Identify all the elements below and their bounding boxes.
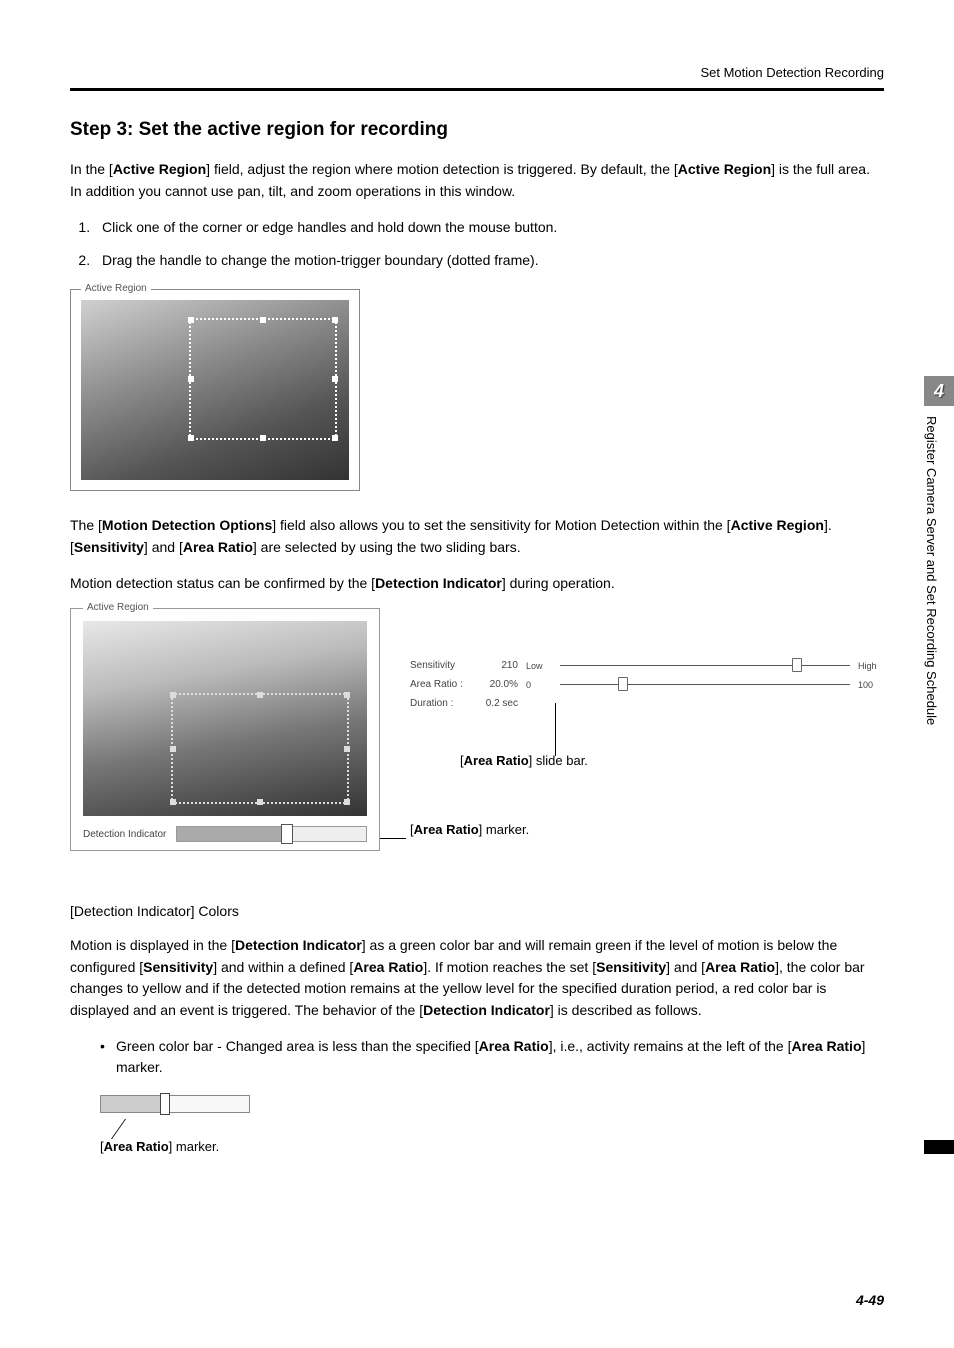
figure-frame: Active Region Detection Indicator <box>70 608 380 851</box>
resize-handle[interactable] <box>260 435 266 441</box>
figure-active-region-1: Active Region <box>70 289 360 491</box>
step-heading: Step 3: Set the active region for record… <box>70 119 884 141</box>
callout-line <box>555 703 556 756</box>
slider-value: 20.0% <box>484 679 518 690</box>
resize-handle[interactable] <box>170 799 176 805</box>
slider-value: 210 <box>484 660 518 671</box>
slider-min-label: Low <box>526 661 552 671</box>
detection-indicator-bar <box>176 826 367 842</box>
options-paragraph: The [Motion Detection Options] field als… <box>70 515 884 558</box>
figure-legend: Active Region <box>83 602 153 613</box>
slider-min-label: 0 <box>526 680 552 690</box>
chapter-tab: 4 Register Camera Server and Set Recordi… <box>924 376 954 796</box>
figure-active-region-2: Active Region Detection Indicator <box>70 608 884 851</box>
chapter-number: 4 <box>924 376 954 406</box>
sliders-panel: Sensitivity 210 Low High Area Ratio : 20… <box>410 608 884 837</box>
resize-handle[interactable] <box>188 317 194 323</box>
status-paragraph: Motion detection status can be confirmed… <box>70 573 884 595</box>
resize-handle[interactable] <box>260 317 266 323</box>
sensitivity-slider[interactable] <box>560 665 850 666</box>
duration-label: Duration : <box>410 698 476 709</box>
resize-handle[interactable] <box>170 746 176 752</box>
indicator-paragraph: Motion is displayed in the [Detection In… <box>70 935 884 1022</box>
camera-preview-image <box>81 300 349 480</box>
running-header: Set Motion Detection Recording <box>70 65 884 91</box>
area-ratio-slider-row: Area Ratio : 20.0% 0 100 <box>410 679 884 690</box>
indicator-colors-heading: [Detection Indicator] Colors <box>70 901 884 923</box>
figure-legend: Active Region <box>81 283 151 294</box>
area-ratio-marker <box>160 1093 170 1115</box>
camera-preview-image <box>83 621 367 816</box>
indicator-bar-figure <box>100 1095 250 1113</box>
resize-handle[interactable] <box>344 799 350 805</box>
slider-label: Area Ratio : <box>410 679 476 690</box>
step-item: Click one of the corner or edge handles … <box>94 216 884 238</box>
resize-handle[interactable] <box>257 799 263 805</box>
page-number: 4-49 <box>856 1292 884 1308</box>
area-ratio-slider[interactable] <box>560 684 850 685</box>
ordered-steps: Click one of the corner or edge handles … <box>70 216 884 271</box>
sensitivity-slider-row: Sensitivity 210 Low High <box>410 660 884 671</box>
intro-paragraph: In the [Active Region] field, adjust the… <box>70 159 884 202</box>
callout-marker: [Area Ratio] marker. <box>410 822 884 837</box>
resize-handle[interactable] <box>170 692 176 698</box>
slider-max-label: High <box>858 661 884 671</box>
slider-thumb[interactable] <box>618 677 628 691</box>
resize-handle[interactable] <box>344 746 350 752</box>
resize-handle[interactable] <box>332 435 338 441</box>
slider-thumb[interactable] <box>792 658 802 672</box>
marker-label: [Area Ratio] marker. <box>100 1139 884 1154</box>
side-marker-icon <box>924 1140 954 1154</box>
bullet-list: Green color bar - Changed area is less t… <box>70 1036 884 1079</box>
resize-handle[interactable] <box>332 317 338 323</box>
area-ratio-marker[interactable] <box>281 824 293 844</box>
selection-rectangle[interactable] <box>189 318 337 440</box>
callout-slide-bar: [Area Ratio] slide bar. <box>460 753 884 768</box>
slider-label: Sensitivity <box>410 660 476 671</box>
detection-indicator-label: Detection Indicator <box>83 829 166 840</box>
resize-handle[interactable] <box>257 692 263 698</box>
figure-frame: Active Region <box>70 289 360 491</box>
callout-line <box>380 838 406 839</box>
detection-indicator-row: Detection Indicator <box>83 826 367 842</box>
resize-handle[interactable] <box>188 435 194 441</box>
page: Set Motion Detection Recording Step 3: S… <box>0 0 954 1348</box>
bullet-item: Green color bar - Changed area is less t… <box>100 1036 884 1079</box>
indicator-bar <box>100 1095 250 1113</box>
resize-handle[interactable] <box>344 692 350 698</box>
callout-line <box>111 1119 165 1139</box>
duration-row: Duration : 0.2 sec <box>410 698 884 709</box>
resize-handle[interactable] <box>188 376 194 382</box>
header-title: Set Motion Detection Recording <box>700 65 884 80</box>
resize-handle[interactable] <box>332 376 338 382</box>
chapter-title: Register Camera Server and Set Recording… <box>924 406 939 786</box>
slider-max-label: 100 <box>858 680 884 690</box>
selection-rectangle[interactable] <box>171 693 349 804</box>
duration-value: 0.2 sec <box>484 698 518 709</box>
step-item: Drag the handle to change the motion-tri… <box>94 249 884 271</box>
